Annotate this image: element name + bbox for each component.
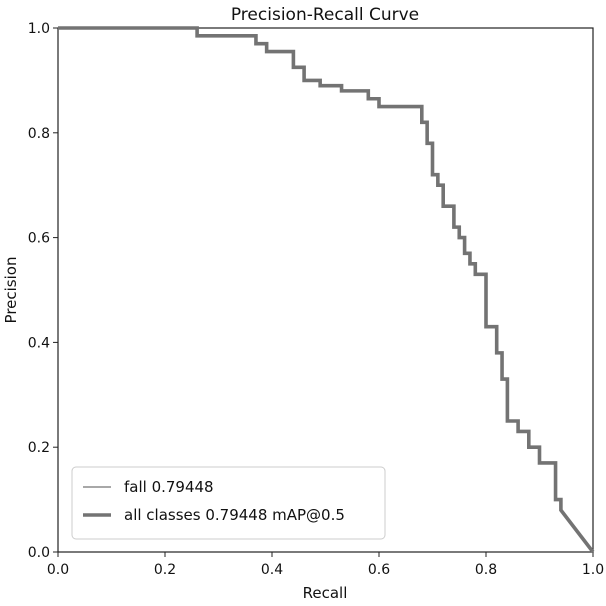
y-axis-label: Precision: [2, 257, 20, 324]
legend-label-all-classes: all classes 0.79448 mAP@0.5: [124, 506, 345, 524]
y-tick-label: 0.0: [28, 545, 50, 561]
x-tick-label: 0.2: [154, 562, 176, 578]
series-layer: [58, 26, 595, 554]
x-tick-label: 0.8: [475, 562, 497, 578]
y-tick-label: 0.8: [28, 126, 50, 142]
y-tick-label: 0.6: [28, 231, 50, 247]
y-axis: 0.0 0.2 0.4 0.6 0.8 1.0: [28, 21, 58, 561]
y-tick-label: 0.4: [28, 335, 50, 351]
y-tick-label: 0.2: [28, 440, 50, 456]
legend: fall 0.79448 all classes 0.79448 mAP@0.5: [71, 466, 386, 540]
chart-title: Precision-Recall Curve: [231, 5, 419, 25]
x-axis: 0.0 0.2 0.4 0.6 0.8 1.0: [47, 552, 604, 578]
x-tick-label: 0.0: [47, 562, 69, 578]
plot-area: [57, 27, 594, 553]
legend-box: [71, 466, 386, 540]
x-tick-label: 0.6: [368, 562, 390, 578]
series-line-all-classes: [58, 26, 595, 554]
y-tick-label: 1.0: [28, 21, 50, 37]
x-axis-label: Recall: [303, 584, 348, 602]
x-tick-label: 1.0: [582, 562, 604, 578]
legend-label-fall: fall 0.79448: [124, 478, 214, 496]
x-tick-label: 0.4: [261, 562, 283, 578]
